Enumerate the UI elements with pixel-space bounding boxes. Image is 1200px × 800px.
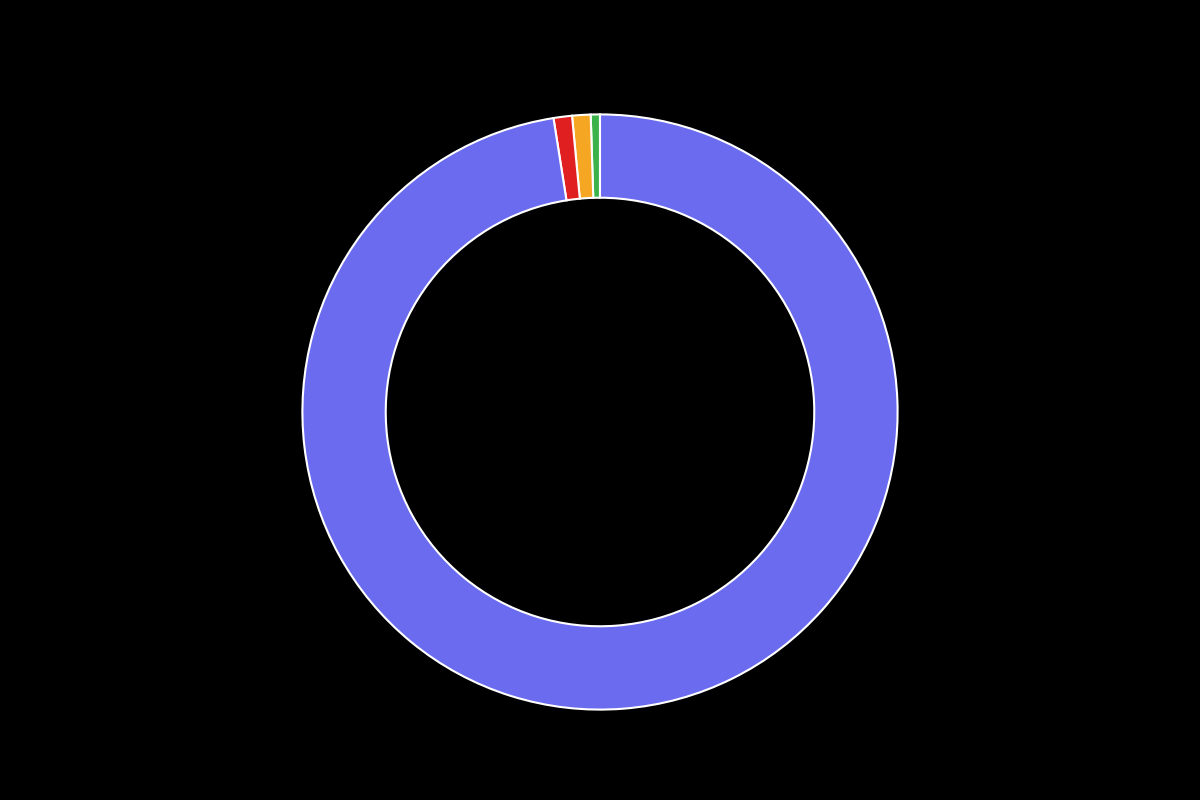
Wedge shape [590,114,600,198]
Wedge shape [302,114,898,710]
Wedge shape [572,114,593,198]
Wedge shape [553,116,580,200]
